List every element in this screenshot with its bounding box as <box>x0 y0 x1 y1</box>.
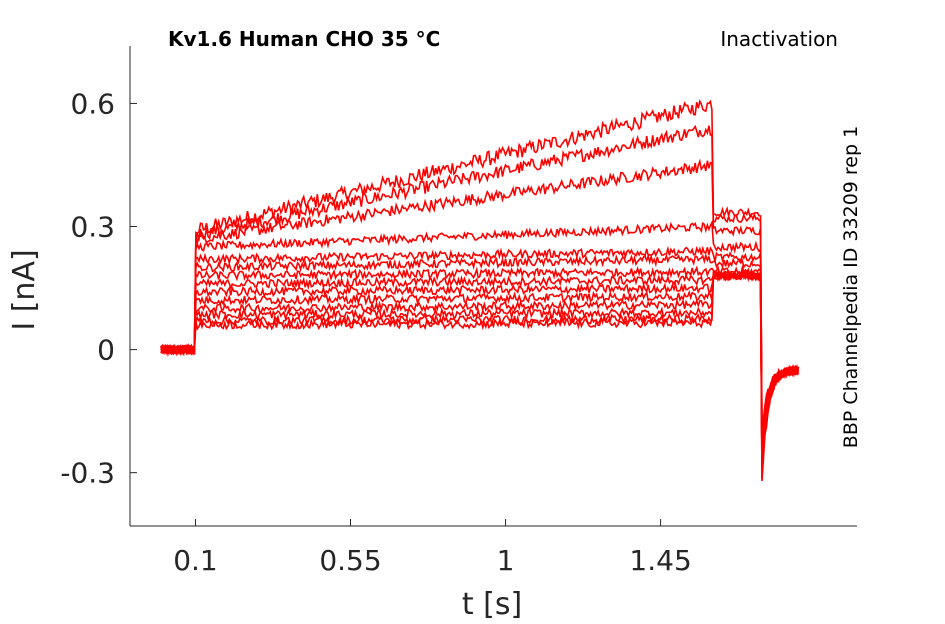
y-tick-label: 0.3 <box>70 211 115 244</box>
y-tick-label: 0.6 <box>70 87 115 120</box>
y-tick-label: -0.3 <box>60 457 115 490</box>
x-tick-label: 1 <box>497 544 515 577</box>
chart-title: Kv1.6 Human CHO 35 °C <box>168 27 440 51</box>
current-trace <box>160 268 800 480</box>
source-label: BBP Channelpedia ID 33209 rep 1 <box>840 126 862 448</box>
current-trace <box>160 269 799 458</box>
current-trace <box>160 252 799 446</box>
x-axis-label: t [s] <box>462 587 522 622</box>
current-trace <box>160 264 800 453</box>
y-tick-group: 0.6 0.3 0 -0.3 <box>60 87 137 490</box>
current-trace <box>160 270 799 462</box>
x-tick-group: 0.1 0.55 1 1.45 <box>173 519 692 577</box>
current-trace <box>160 269 800 463</box>
current-trace <box>160 270 800 465</box>
trace-group <box>160 98 800 482</box>
current-trace <box>160 124 799 432</box>
x-tick-label: 0.55 <box>319 544 381 577</box>
current-trace <box>160 269 800 468</box>
protocol-label: Inactivation <box>720 27 838 51</box>
x-tick-label: 0.1 <box>173 544 218 577</box>
x-tick-label: 1.45 <box>629 544 691 577</box>
current-trace <box>160 245 800 444</box>
y-axis-label: I [nA] <box>7 249 42 330</box>
current-trace <box>160 158 800 438</box>
y-tick-label: 0 <box>97 334 115 367</box>
current-trace <box>160 270 799 482</box>
current-trace <box>160 219 800 439</box>
current-trace <box>160 98 799 424</box>
